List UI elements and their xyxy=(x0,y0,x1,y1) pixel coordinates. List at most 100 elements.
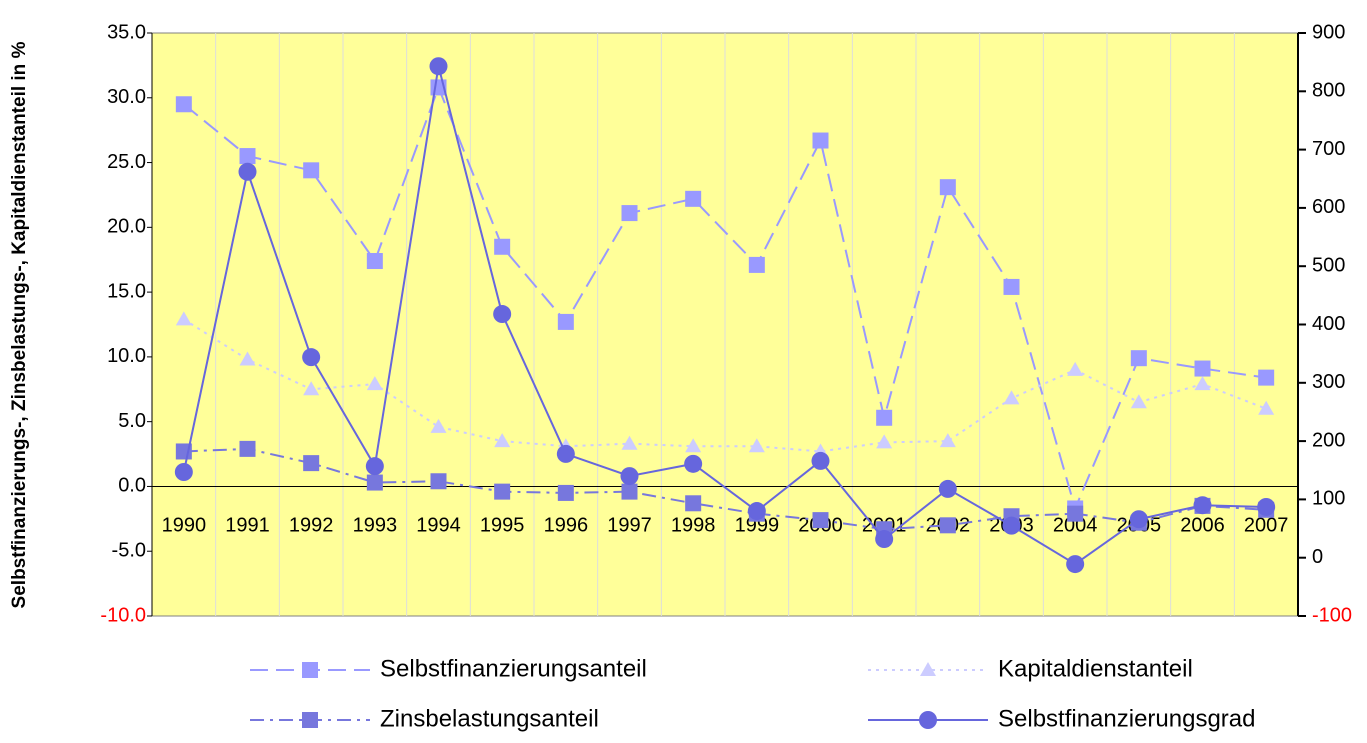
series-line xyxy=(182,65,1267,566)
data-point xyxy=(1194,360,1211,377)
x-tick-label: 1998 xyxy=(671,515,716,537)
data-point xyxy=(366,474,383,491)
data-point xyxy=(1193,496,1212,515)
data-point xyxy=(876,434,893,449)
data-point xyxy=(494,238,511,255)
data-point xyxy=(366,253,383,270)
x-tick-label: 1999 xyxy=(735,515,780,537)
data-point xyxy=(366,376,383,391)
data-point xyxy=(429,57,448,76)
data-point xyxy=(1258,400,1275,415)
y2-tick-label: 600 xyxy=(1312,196,1345,218)
data-point xyxy=(938,479,957,498)
data-point xyxy=(685,190,702,207)
data-point xyxy=(939,179,956,196)
x-tick-label: 1993 xyxy=(353,515,398,537)
y-tick-label: 20.0 xyxy=(107,216,146,238)
data-point xyxy=(430,473,447,490)
y-tick-label: 30.0 xyxy=(107,86,146,108)
y2-tick-label: 300 xyxy=(1312,371,1345,393)
data-point xyxy=(238,162,257,181)
data-point xyxy=(1194,376,1211,391)
data-point xyxy=(239,148,256,165)
data-point xyxy=(748,256,765,273)
data-point xyxy=(685,495,702,512)
x-tick-label: 1996 xyxy=(544,515,589,537)
x-tick-label: 1994 xyxy=(416,515,461,537)
data-point xyxy=(747,502,766,521)
y-axis-label: Selbstfinanzierungs-, Zinsbelastungs-, K… xyxy=(9,41,30,608)
data-point xyxy=(1067,505,1084,522)
y2-tick-label: 100 xyxy=(1312,488,1345,510)
x-tick-label: 1992 xyxy=(289,515,334,537)
y-tick-label: -5.0 xyxy=(112,540,146,562)
y2-tick-label: 0 xyxy=(1312,546,1323,568)
data-point xyxy=(556,444,575,463)
data-point xyxy=(557,313,574,330)
data-point xyxy=(303,455,320,472)
data-point xyxy=(303,162,320,179)
legend-label: Selbstfinanzierungsanteil xyxy=(380,655,647,682)
y-tick-label: 35.0 xyxy=(107,21,146,43)
data-point xyxy=(239,351,256,366)
data-point xyxy=(494,433,511,448)
data-point xyxy=(1258,369,1275,386)
data-point xyxy=(876,409,893,426)
y-tick-label: 10.0 xyxy=(107,345,146,367)
y-tick-label: 15.0 xyxy=(107,280,146,302)
y-tick-label: 25.0 xyxy=(107,151,146,173)
x-tick-label: 1997 xyxy=(607,515,652,537)
data-point xyxy=(239,440,256,457)
x-tick-label: 2004 xyxy=(1053,515,1098,537)
legend-label: Zinsbelastungsanteil xyxy=(380,705,599,732)
legend-marker xyxy=(302,712,318,728)
data-point xyxy=(684,454,703,473)
x-tick-label: 2007 xyxy=(1244,515,1289,537)
data-point xyxy=(811,451,830,470)
x-tick-label: 2006 xyxy=(1180,515,1225,537)
data-point xyxy=(175,311,192,326)
y2-tick-label: 200 xyxy=(1312,429,1345,451)
y-tick-label: -10.0 xyxy=(100,604,146,626)
x-tick-label: 1995 xyxy=(480,515,525,537)
x-tick-label: 1991 xyxy=(225,515,270,537)
x-tick-label: 1990 xyxy=(162,515,207,537)
y2-tick-label: 400 xyxy=(1312,313,1345,335)
legend-label: Selbstfinanzierungsgrad xyxy=(998,705,1256,732)
data-point xyxy=(812,132,829,149)
data-point xyxy=(748,438,765,453)
data-point xyxy=(1067,361,1084,376)
data-point xyxy=(302,348,321,367)
data-point xyxy=(1129,510,1148,529)
data-point xyxy=(875,530,894,549)
data-point xyxy=(1066,555,1085,574)
legend-label: Kapitaldienstanteil xyxy=(998,655,1193,682)
data-point xyxy=(175,96,192,113)
data-point xyxy=(1002,516,1021,535)
data-point xyxy=(493,305,512,324)
series-line xyxy=(183,447,1267,531)
data-point xyxy=(620,467,639,486)
data-point xyxy=(1130,394,1147,409)
y-tick-label: 5.0 xyxy=(118,410,146,432)
data-point xyxy=(812,512,829,529)
data-point xyxy=(174,462,193,481)
data-point xyxy=(1130,350,1147,367)
data-point xyxy=(430,418,447,433)
data-point xyxy=(621,435,638,450)
data-point xyxy=(621,483,638,500)
y2-tick-label: 700 xyxy=(1312,138,1345,160)
data-point xyxy=(557,484,574,501)
data-point xyxy=(1003,390,1020,405)
legend-marker xyxy=(302,662,318,678)
data-point xyxy=(365,457,384,476)
y-tick-label: 0.0 xyxy=(118,475,146,497)
data-point xyxy=(494,483,511,500)
y2-tick-label: 900 xyxy=(1312,21,1345,43)
legend-marker xyxy=(919,711,937,729)
data-point xyxy=(939,517,956,534)
data-point xyxy=(1003,278,1020,295)
series-line xyxy=(183,84,1267,512)
y2-tick-label: -100 xyxy=(1312,604,1352,626)
